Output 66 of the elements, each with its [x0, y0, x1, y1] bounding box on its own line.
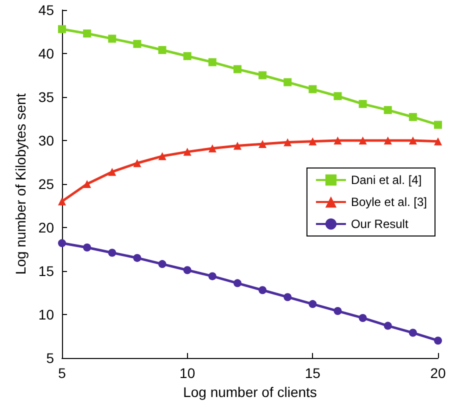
point [408, 136, 417, 144]
point [158, 260, 166, 268]
legend-label: Boyle et al. [3] [350, 195, 428, 209]
point [158, 46, 166, 54]
point [208, 58, 216, 66]
legend-label: Dani et al. [4] [350, 173, 422, 187]
point [258, 140, 267, 148]
point [83, 180, 92, 188]
point [434, 336, 442, 345]
point [434, 120, 442, 129]
y-tick-label: 30 [38, 132, 54, 148]
point [284, 78, 292, 86]
x-tick-label: 20 [430, 365, 446, 381]
point [284, 293, 292, 302]
point [133, 254, 142, 262]
point [258, 286, 267, 294]
point [358, 136, 367, 144]
point [308, 300, 317, 308]
y-tick-label: 35 [38, 89, 54, 105]
point [108, 168, 116, 176]
point [384, 322, 392, 330]
point [83, 244, 92, 252]
legend-label: Our Result [350, 217, 409, 231]
point [384, 106, 392, 114]
x-axis-title: Log number of clients [183, 384, 317, 400]
point [58, 25, 66, 34]
point [308, 85, 317, 94]
point [408, 328, 417, 337]
y-tick-label: 25 [38, 176, 54, 192]
point [258, 71, 267, 80]
y-tick-label: 45 [38, 2, 54, 18]
point [334, 136, 342, 144]
point [308, 137, 317, 146]
point [108, 34, 116, 43]
point [233, 65, 242, 74]
x-tick-label: 5 [58, 365, 66, 381]
point [334, 307, 342, 316]
point [284, 138, 292, 146]
point [58, 239, 66, 248]
y-tick-label: 15 [38, 263, 54, 279]
point [183, 148, 192, 156]
point [384, 136, 392, 144]
y-axis-title: Log number of Kilobytes sent [12, 93, 29, 275]
point [358, 314, 367, 322]
point [208, 144, 216, 152]
point [358, 100, 367, 108]
point [158, 152, 166, 160]
y-tick-label: 10 [38, 306, 54, 322]
point [434, 137, 442, 146]
point [58, 197, 66, 206]
y-tick-label: 40 [38, 46, 54, 62]
point [208, 272, 216, 280]
point [233, 279, 242, 288]
point [183, 266, 192, 274]
x-tick-label: 10 [180, 365, 196, 381]
y-tick-label: 5 [46, 350, 54, 366]
point [133, 40, 142, 48]
x-tick-label: 15 [304, 365, 321, 381]
point [108, 248, 116, 257]
point [133, 159, 142, 168]
point [408, 113, 417, 122]
point [233, 142, 242, 150]
point [183, 52, 192, 60]
y-tick-label: 20 [38, 220, 54, 236]
point [334, 92, 342, 100]
point [83, 29, 92, 38]
